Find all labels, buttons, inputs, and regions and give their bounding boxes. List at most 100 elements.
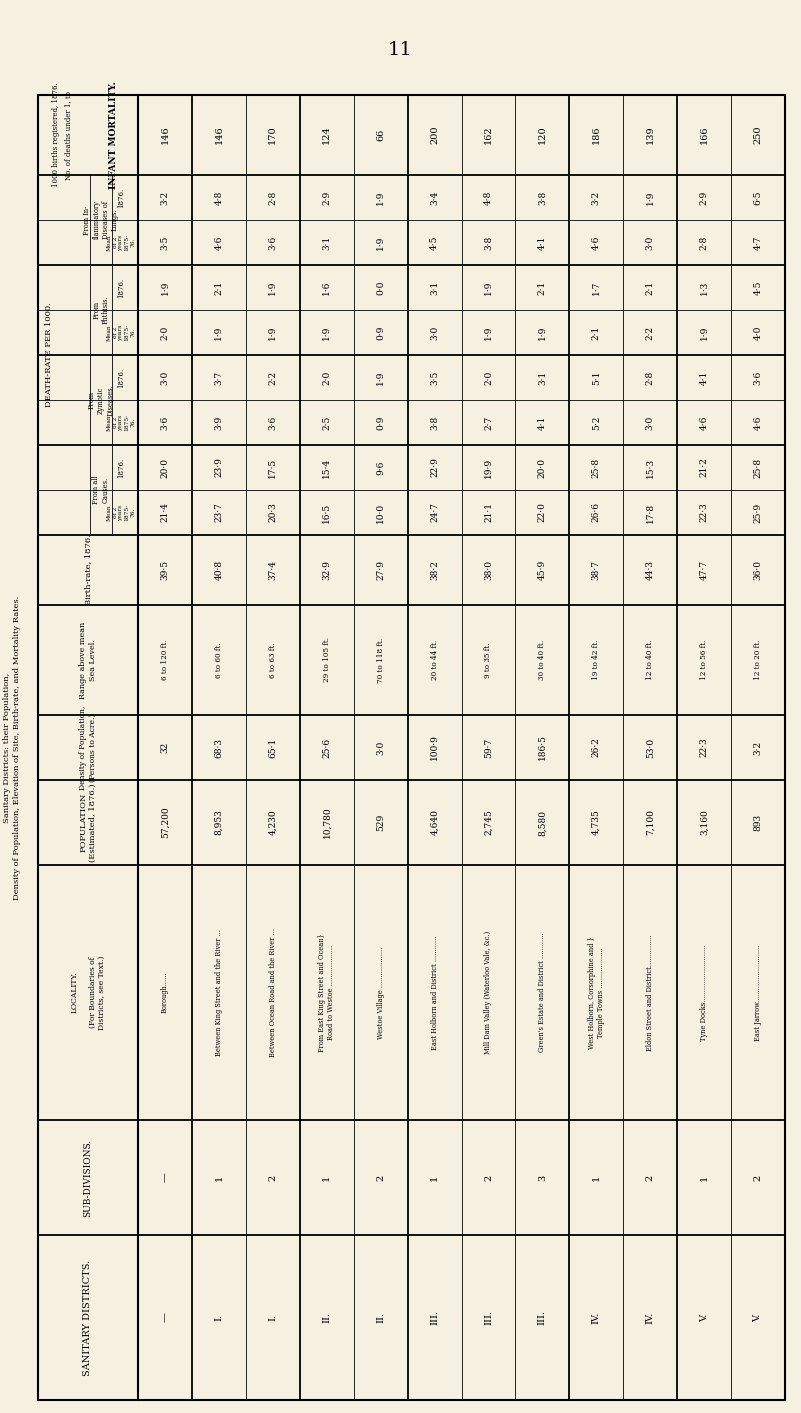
Text: V.: V.	[754, 1313, 763, 1321]
Text: 1876.: 1876.	[117, 367, 125, 387]
Text: INFANT MORTALITY.: INFANT MORTALITY.	[110, 81, 119, 189]
Text: 3·9: 3·9	[215, 415, 223, 430]
Text: From East King Street and Ocean}
Road to Westoe ...................: From East King Street and Ocean} Road to…	[318, 933, 336, 1051]
Text: II.: II.	[322, 1311, 331, 1323]
Text: III.: III.	[430, 1310, 439, 1325]
Text: 3·5: 3·5	[430, 370, 439, 384]
Text: 1·9: 1·9	[376, 191, 385, 205]
Text: 45·9: 45·9	[538, 560, 547, 581]
Text: 32·9: 32·9	[322, 560, 331, 579]
Text: DEATH-RATE PER 1000.: DEATH-RATE PER 1000.	[45, 302, 53, 407]
Text: V.: V.	[699, 1313, 709, 1321]
Text: 4·1: 4·1	[538, 415, 547, 430]
Text: 21·1: 21·1	[484, 503, 493, 523]
Text: 0·9: 0·9	[376, 325, 385, 339]
Text: 120: 120	[538, 126, 547, 144]
Text: 30 to 40 ft.: 30 to 40 ft.	[538, 640, 546, 680]
Text: Sanitary Districts: their Population,
Density of Population, Elevation of Site, : Sanitary Districts: their Population, De…	[3, 596, 21, 900]
Text: SANITARY DISTRICTS.: SANITARY DISTRICTS.	[83, 1259, 92, 1376]
Text: 146: 146	[215, 126, 223, 144]
Text: 200: 200	[430, 126, 439, 144]
Text: 10·0: 10·0	[376, 503, 385, 523]
Text: 17·8: 17·8	[646, 503, 654, 523]
Text: Eldon Street and District...............: Eldon Street and District...............	[646, 934, 654, 1051]
Text: 38·0: 38·0	[484, 560, 493, 579]
Text: 10,780: 10,780	[322, 807, 331, 838]
Text: IV.: IV.	[646, 1311, 654, 1324]
Text: 186·5: 186·5	[538, 735, 547, 760]
Text: 5·2: 5·2	[592, 415, 601, 430]
Text: 250: 250	[754, 126, 763, 144]
Text: 3·5: 3·5	[160, 236, 170, 250]
Text: 24·7: 24·7	[430, 503, 439, 523]
Text: 4·7: 4·7	[754, 236, 763, 250]
Text: 39·5: 39·5	[160, 560, 170, 581]
Text: 15·3: 15·3	[646, 458, 654, 478]
Text: 2·8: 2·8	[646, 370, 654, 384]
Text: 4,735: 4,735	[592, 810, 601, 835]
Text: 1·7: 1·7	[592, 280, 601, 295]
Text: Between King Street and the River ...: Between King Street and the River ...	[215, 930, 223, 1056]
Text: 4·6: 4·6	[592, 236, 601, 250]
Text: 2: 2	[754, 1174, 763, 1181]
Text: 37·4: 37·4	[268, 560, 277, 579]
Text: 3·6: 3·6	[754, 370, 763, 384]
Text: 3,160: 3,160	[699, 810, 709, 835]
Text: 1·9: 1·9	[646, 191, 654, 205]
Text: 70 to 118 ft.: 70 to 118 ft.	[376, 637, 384, 682]
Text: 40·8: 40·8	[215, 560, 223, 581]
Text: 57,200: 57,200	[160, 807, 170, 838]
Text: 9 to 35 ft.: 9 to 35 ft.	[485, 643, 493, 678]
Text: 21·4: 21·4	[160, 503, 170, 523]
Text: 3·0: 3·0	[646, 236, 654, 250]
Text: 2·1: 2·1	[646, 280, 654, 295]
Text: From
Zymotic
Diseases.: From Zymotic Diseases.	[88, 384, 115, 415]
Text: 3·0: 3·0	[160, 370, 170, 384]
Text: 1·9: 1·9	[376, 236, 385, 250]
Text: 25·6: 25·6	[322, 738, 331, 757]
Text: 3·8: 3·8	[430, 415, 439, 430]
Text: LOCALITY.

(For Boundaries of
Districts, see Text.): LOCALITY. (For Boundaries of Districts, …	[70, 955, 106, 1030]
Text: 19·9: 19·9	[484, 458, 493, 478]
Text: 0·9: 0·9	[376, 415, 385, 430]
Text: 2·2: 2·2	[268, 370, 277, 384]
Text: IV.: IV.	[592, 1311, 601, 1324]
Text: 1·9: 1·9	[376, 370, 385, 384]
Text: 4·6: 4·6	[699, 415, 709, 430]
Text: 1: 1	[699, 1174, 709, 1181]
Text: 23·9: 23·9	[215, 458, 223, 478]
Text: 12 to 40 ft.: 12 to 40 ft.	[646, 640, 654, 680]
Text: 3·6: 3·6	[268, 236, 277, 250]
Text: II.: II.	[376, 1311, 385, 1323]
Text: 2·8: 2·8	[699, 236, 709, 250]
Text: 3·6: 3·6	[268, 415, 277, 430]
Text: 3·1: 3·1	[430, 280, 439, 295]
Text: 1: 1	[322, 1174, 331, 1181]
Text: 3·2: 3·2	[160, 191, 170, 205]
Text: 2·0: 2·0	[484, 370, 493, 384]
Text: 3·1: 3·1	[538, 370, 547, 384]
Text: I.: I.	[215, 1314, 223, 1321]
Text: 2·1: 2·1	[215, 280, 223, 295]
Text: 47·7: 47·7	[699, 560, 709, 581]
Text: 6 to 120 ft.: 6 to 120 ft.	[161, 640, 169, 680]
Text: —: —	[160, 1313, 170, 1323]
Text: 2: 2	[376, 1174, 385, 1181]
Text: 3·0: 3·0	[430, 325, 439, 339]
Text: 1·6: 1·6	[322, 280, 331, 295]
Text: Mean
of 2
years
1875-
76.: Mean of 2 years 1875- 76.	[107, 324, 135, 341]
Text: I.: I.	[268, 1314, 277, 1321]
Text: 1: 1	[430, 1174, 439, 1181]
Text: 1876.: 1876.	[117, 188, 125, 208]
Text: East Holborn and District ............: East Holborn and District ............	[431, 935, 438, 1050]
Text: 2·9: 2·9	[699, 191, 709, 205]
Text: Mean
of 2
years
1875-
76.: Mean of 2 years 1875- 76.	[107, 235, 135, 252]
Text: 2·7: 2·7	[484, 415, 493, 430]
Text: 4·5: 4·5	[754, 280, 763, 295]
Text: 68·3: 68·3	[215, 738, 223, 757]
Text: —: —	[160, 1173, 170, 1183]
Text: 0·0: 0·0	[376, 280, 385, 295]
Text: 29 to 105 ft.: 29 to 105 ft.	[323, 637, 331, 682]
Text: SUB-DIVISIONS.: SUB-DIVISIONS.	[83, 1139, 92, 1217]
Text: 1·9: 1·9	[699, 325, 709, 339]
